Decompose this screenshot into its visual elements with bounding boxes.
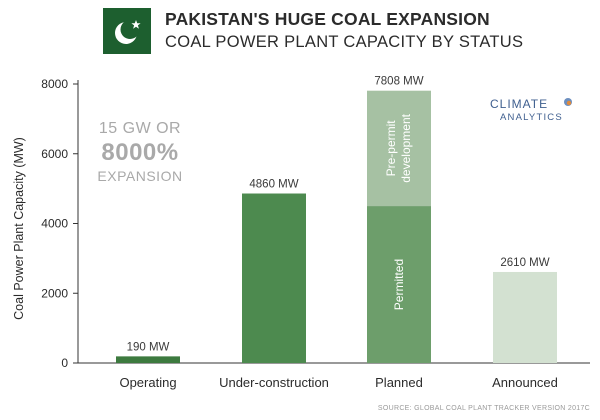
- annotation-line-3: EXPANSION: [97, 168, 183, 184]
- logo-globe-icon: [564, 98, 572, 106]
- x-category-label: Announced: [492, 375, 558, 390]
- header: PAKISTAN'S HUGE COAL EXPANSION COAL POWE…: [0, 0, 600, 62]
- segment-label-line: development: [399, 113, 413, 182]
- bar-planned-segment-1: [367, 90, 431, 207]
- pakistan-flag-icon: [103, 8, 151, 54]
- climate-analytics-logo: CLIMATE ANALYTICS: [490, 97, 580, 133]
- y-tick-label: 6000: [41, 147, 68, 161]
- annotation-line-2: 8000%: [101, 139, 179, 166]
- bar-operating-segment-0: [116, 356, 180, 363]
- y-tick-label: 8000: [41, 77, 68, 91]
- chart-subtitle: COAL POWER PLANT CAPACITY BY STATUS: [165, 33, 524, 51]
- segment-label-line: Pre-permit: [384, 120, 398, 177]
- expansion-annotation: 15 GW OR 8000% EXPANSION: [80, 120, 200, 184]
- x-category-label: Planned: [375, 375, 423, 390]
- logo-text-line-1: CLIMATE: [490, 97, 549, 111]
- bar-value-label: 4860 MW: [249, 179, 298, 191]
- segment-label: Pre-permitdevelopment: [384, 113, 413, 182]
- annotation-line-1: 15 GW OR: [98, 120, 182, 137]
- segment-label: Permitted: [392, 259, 406, 310]
- chart-title: PAKISTAN'S HUGE COAL EXPANSION: [165, 9, 490, 29]
- bar-value-label: 2610 MW: [500, 257, 549, 269]
- flag-star: [131, 20, 141, 29]
- x-category-label: Operating: [119, 375, 176, 390]
- logo-text-line-2: ANALYTICS: [500, 112, 563, 123]
- bar-under-construction-segment-0: [242, 193, 306, 363]
- segment-label-line: Permitted: [392, 259, 406, 310]
- y-tick-label: 2000: [41, 286, 68, 300]
- bar-planned-segment-0: [367, 206, 431, 363]
- bar-value-label: 7808 MW: [374, 76, 423, 88]
- y-axis-label: Coal Power Plant Capacity (MW): [12, 137, 26, 320]
- y-tick-label: 0: [61, 356, 68, 370]
- bar-announced-segment-0: [493, 271, 557, 363]
- y-tick-label: 4000: [41, 217, 68, 231]
- x-category-label: Under-construction: [219, 375, 329, 390]
- bar-value-label: 190 MW: [127, 341, 170, 353]
- source-note: SOURCE: GLOBAL COAL PLANT TRACKER VERSIO…: [377, 405, 590, 412]
